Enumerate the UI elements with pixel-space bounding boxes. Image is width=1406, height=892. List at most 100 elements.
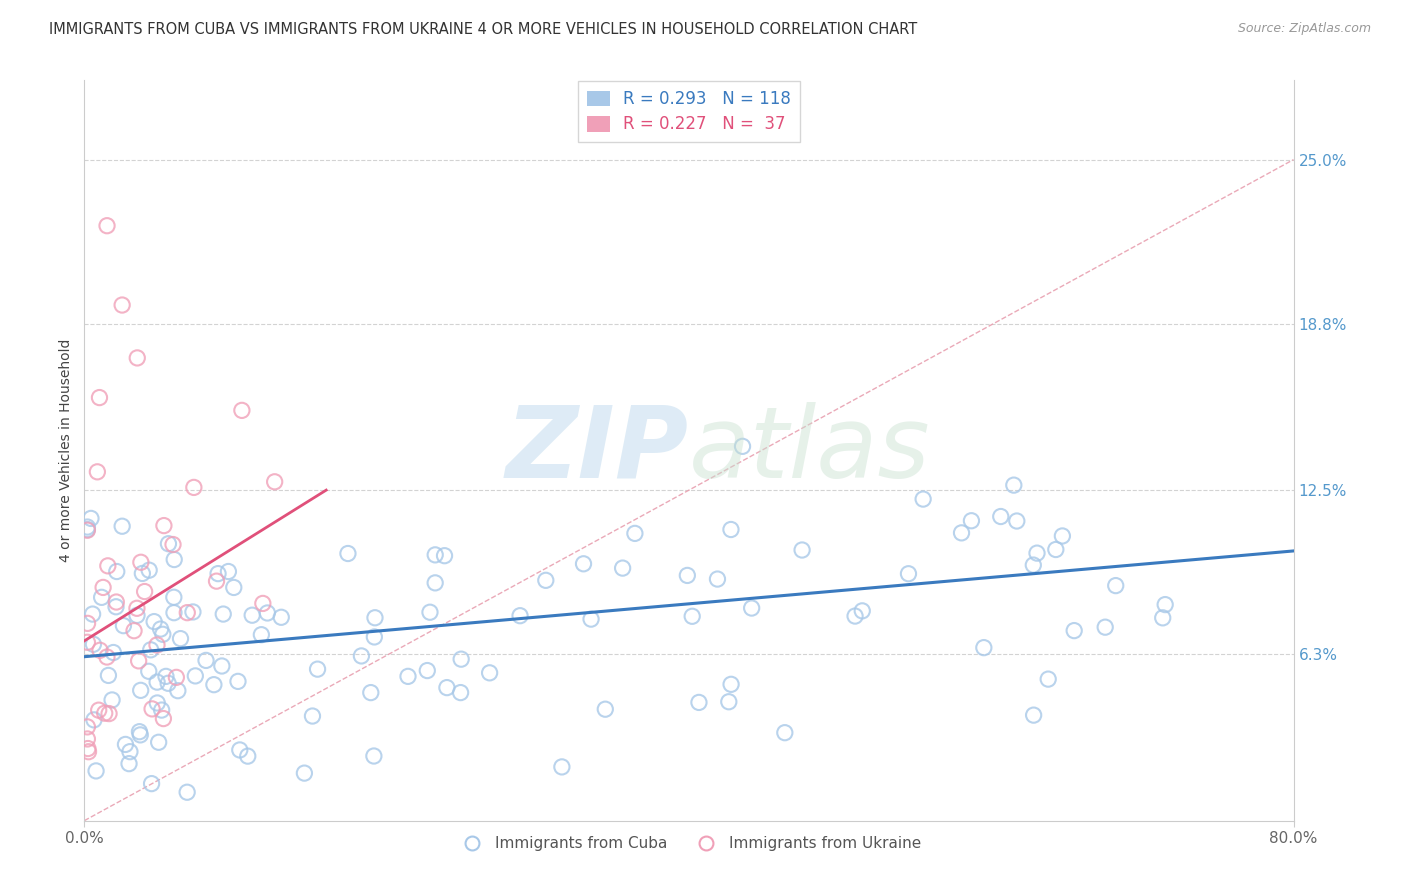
Point [534,574,557,588]
Point [76,616,98,631]
Point [111,519,134,533]
Point [134,584,156,599]
Point [148,735,170,749]
Point [572,557,595,571]
Point [105,565,128,579]
Point [195,653,218,667]
Point [897,566,920,581]
Point [363,749,385,764]
Point [1038,672,1060,686]
Point [184,669,207,683]
Point [125,601,148,615]
Point [163,591,186,605]
Point [105,595,128,609]
Point [425,548,447,562]
Point [706,572,728,586]
Point [84,764,107,778]
Point [163,606,186,620]
Point [105,599,128,614]
Point [143,615,166,629]
Point [93,706,115,721]
Point [240,608,263,623]
Point [624,526,647,541]
Point [76,523,98,537]
Point [86,465,108,479]
Point [217,565,239,579]
Point [90,591,112,605]
Point [150,703,173,717]
Text: Source: ZipAtlas.com: Source: ZipAtlas.com [1237,22,1371,36]
Point [396,669,419,683]
Point [87,703,110,717]
Point [990,509,1012,524]
Point [790,543,813,558]
Point [579,612,602,626]
Point [226,674,249,689]
Point [416,664,439,678]
Point [688,695,710,709]
Point [169,632,191,646]
Point [364,611,387,625]
Point [231,403,253,417]
Point [1052,529,1074,543]
Point [307,662,329,676]
Point [912,492,935,507]
Point [176,606,198,620]
Point [114,738,136,752]
Point [76,720,98,734]
Point [76,523,98,537]
Point [425,575,447,590]
Point [229,743,252,757]
Point [127,351,149,365]
Point [157,676,180,690]
Point [720,677,742,691]
Point [112,618,135,632]
Point [138,563,160,577]
Point [960,514,983,528]
Point [236,749,259,764]
Legend: Immigrants from Cuba, Immigrants from Ukraine: Immigrants from Cuba, Immigrants from Uk… [451,830,927,857]
Point [741,601,763,615]
Point [207,566,229,581]
Point [212,607,235,621]
Y-axis label: 4 or more Vehicles in Household: 4 or more Vehicles in Household [59,339,73,562]
Point [167,683,190,698]
Point [973,640,995,655]
Point [128,724,150,739]
Point [91,581,114,595]
Point [509,608,531,623]
Point [436,681,458,695]
Point [551,760,574,774]
Point [1022,558,1045,572]
Point [82,607,104,621]
Point [450,685,472,699]
Point [1094,620,1116,634]
Point [76,635,98,649]
Point [263,475,285,489]
Point [336,547,359,561]
Point [122,624,145,638]
Point [301,709,323,723]
Point [252,596,274,610]
Point [211,659,233,673]
Point [141,776,163,790]
Point [77,741,100,756]
Point [101,693,124,707]
Point [181,605,204,619]
Point [1005,514,1028,528]
Point [844,609,866,624]
Point [176,785,198,799]
Point [96,650,118,665]
Point [1105,579,1128,593]
Point [595,702,617,716]
Point [1063,624,1085,638]
Point [1045,542,1067,557]
Point [256,606,278,620]
Point [1152,611,1174,625]
Point [363,630,385,644]
Point [76,731,98,746]
Point [419,605,441,619]
Point [149,622,172,636]
Point [270,610,292,624]
Point [89,643,111,657]
